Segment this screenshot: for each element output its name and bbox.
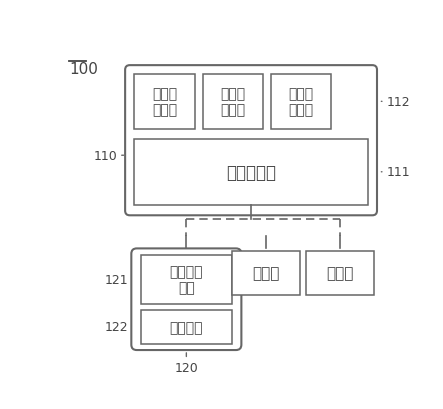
Text: 112: 112 — [386, 96, 410, 108]
Bar — [306, 251, 374, 296]
Text: 辅助处
理模块: 辅助处 理模块 — [220, 87, 245, 117]
FancyBboxPatch shape — [125, 66, 377, 216]
Text: 辅助处
理模块: 辅助处 理模块 — [288, 87, 314, 117]
Text: 拾音模块: 拾音模块 — [170, 320, 203, 334]
Text: 111: 111 — [386, 166, 410, 179]
Text: 辅助处
理模块: 辅助处 理模块 — [152, 87, 177, 117]
Text: 110: 110 — [93, 149, 117, 162]
Bar — [202, 74, 263, 130]
Text: 121: 121 — [105, 273, 128, 286]
Text: 受控端: 受控端 — [326, 266, 354, 281]
FancyBboxPatch shape — [131, 249, 241, 350]
Text: 公共播音
喇叭: 公共播音 喇叭 — [170, 265, 203, 294]
Text: 120: 120 — [175, 361, 198, 374]
Bar — [134, 74, 195, 130]
Text: 100: 100 — [69, 61, 98, 76]
Bar — [140, 310, 232, 344]
Text: 主处理模块: 主处理模块 — [226, 163, 276, 181]
Bar — [271, 74, 331, 130]
Bar — [232, 251, 300, 296]
Bar — [140, 255, 232, 304]
Text: 122: 122 — [105, 321, 128, 334]
Text: 受控端: 受控端 — [253, 266, 280, 281]
Bar — [134, 140, 368, 205]
